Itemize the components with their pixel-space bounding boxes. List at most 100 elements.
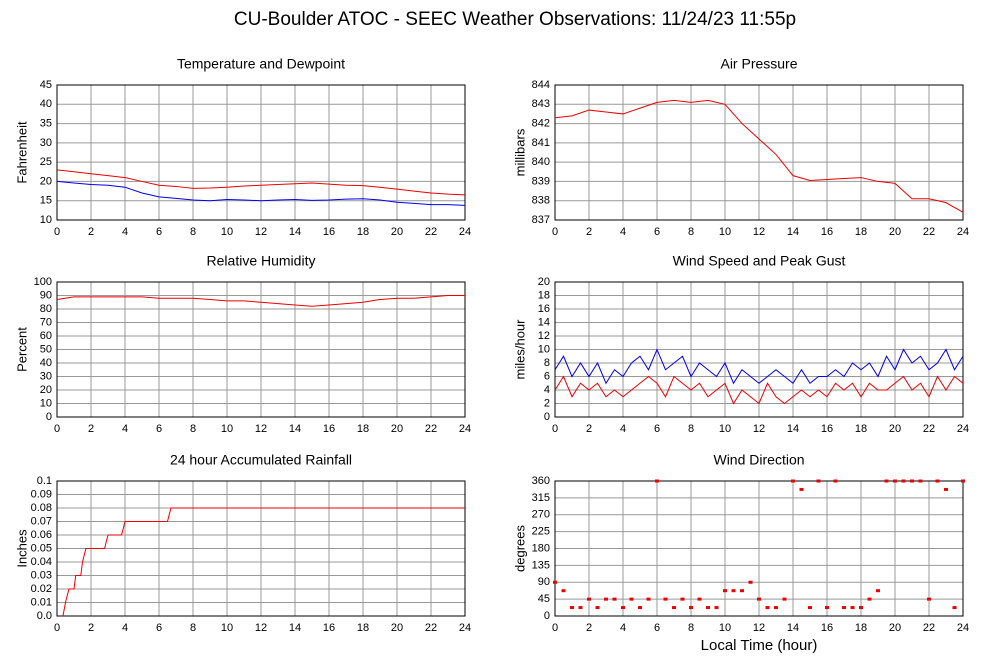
point [587, 597, 591, 601]
x-tick-label: 14 [787, 423, 799, 435]
x-tick-label: 6 [654, 622, 660, 634]
y-tick-label: 45 [40, 79, 52, 91]
point [578, 606, 583, 610]
point [927, 597, 931, 601]
point [842, 606, 846, 610]
x-tick-label: 2 [88, 423, 94, 435]
x-tick-label: 16 [821, 226, 833, 238]
point [757, 597, 761, 601]
x-tick-label: 0 [54, 226, 60, 238]
y-tick-label: 10 [538, 343, 550, 355]
x-tick-label: 2 [586, 423, 592, 435]
x-tick-label: 12 [753, 622, 765, 634]
x-tick-label: 18 [357, 622, 369, 634]
x-tick-label: 20 [391, 622, 403, 634]
point [655, 479, 659, 483]
y-tick-label: 8 [544, 357, 550, 369]
y-tick-label: 360 [532, 475, 550, 487]
x-tick-label: 14 [289, 622, 301, 634]
x-tick-label: 20 [391, 226, 403, 238]
chart: 24 hour Accumulated Rainfall Inches 0.0 0.0… [14, 452, 471, 634]
point [595, 606, 600, 610]
plot-frame [56, 480, 466, 617]
x-tick-label: 16 [323, 226, 335, 238]
x-tick-label: 6 [156, 226, 162, 238]
y-tick-label: 20 [538, 276, 550, 288]
chart: Relative HumidityPercent0102030405060708… [14, 253, 471, 435]
y-tick-label: 20 [40, 175, 52, 187]
x-tick-label: 2 [88, 226, 94, 238]
series-line [554, 99, 964, 213]
point [714, 606, 719, 610]
point [808, 606, 812, 610]
y-tick-label: 844 [532, 79, 550, 91]
y-tick-label: 843 [532, 98, 550, 110]
y-tick-label: 6 [544, 370, 550, 382]
y-tick-label: 15 [40, 195, 52, 207]
x-tick-label: 14 [289, 226, 301, 238]
main-title: CU-Boulder ATOC - SEEC Weather Observati… [234, 9, 796, 30]
x-tick-label: 4 [122, 226, 128, 238]
x-tick-label: 24 [459, 622, 471, 634]
x-tick-label: 16 [323, 423, 335, 435]
x-tick-label: 22 [425, 226, 437, 238]
x-tick-label: 18 [357, 423, 369, 435]
point [604, 597, 608, 601]
y-tick-label: 45 [538, 593, 550, 605]
y-tick-label: 842 [532, 117, 550, 129]
y-axis-label: degrees [512, 525, 527, 572]
point [672, 606, 676, 610]
plot-frame [554, 480, 964, 617]
x-tick-label: 24 [459, 226, 471, 238]
y-tick-label: 50 [40, 343, 52, 355]
y-tick-label: 840 [532, 156, 550, 168]
x-tick-label: 10 [221, 226, 233, 238]
point [918, 479, 923, 483]
x-tick-label: 24 [459, 423, 471, 435]
y-tick-label: 838 [532, 195, 550, 207]
series-line [62, 507, 465, 617]
x-tick-label: 12 [255, 622, 267, 634]
series-line [554, 348, 964, 385]
x-tick-label: 12 [753, 226, 765, 238]
x-tick-label: 6 [156, 423, 162, 435]
point [697, 597, 702, 601]
x-tick-label: 16 [323, 622, 335, 634]
y-tick-label: 100 [34, 276, 52, 288]
y-axis-label: Percent [14, 327, 29, 372]
x-tick-label: 2 [586, 226, 592, 238]
point [689, 606, 693, 610]
y-tick-label: 4 [544, 384, 550, 396]
point [680, 597, 685, 601]
point [833, 479, 838, 483]
y-tick-label: 0.1 [37, 475, 52, 487]
point [893, 479, 897, 483]
x-tick-label: 24 [957, 622, 969, 634]
chart-title: Wind Direction [713, 452, 804, 468]
x-tick-label: 18 [855, 423, 867, 435]
series-line [554, 375, 964, 405]
plot-frame [56, 84, 466, 221]
x-tick-label: 0 [552, 226, 558, 238]
x-tick-label: 14 [787, 226, 799, 238]
y-tick-label: 225 [532, 526, 550, 538]
point [850, 606, 855, 610]
y-tick-label: 40 [40, 98, 52, 110]
x-tick-label: 18 [855, 226, 867, 238]
y-tick-label: 2 [544, 397, 550, 409]
x-tick-label: 8 [688, 226, 694, 238]
y-tick-label: 30 [40, 370, 52, 382]
x-tick-label: 8 [688, 622, 694, 634]
y-tick-label: 0.09 [31, 488, 52, 500]
x-tick-label: 8 [190, 423, 196, 435]
point [723, 589, 727, 593]
chart-title: Wind Speed and Peak Gust [673, 253, 846, 269]
point [706, 606, 710, 610]
point [561, 589, 566, 593]
chart-title: Relative Humidity [207, 253, 316, 269]
y-tick-label: 80 [40, 303, 52, 315]
y-tick-label: 270 [532, 509, 550, 521]
y-tick-label: 25 [40, 156, 52, 168]
x-tick-label: 4 [620, 423, 626, 435]
